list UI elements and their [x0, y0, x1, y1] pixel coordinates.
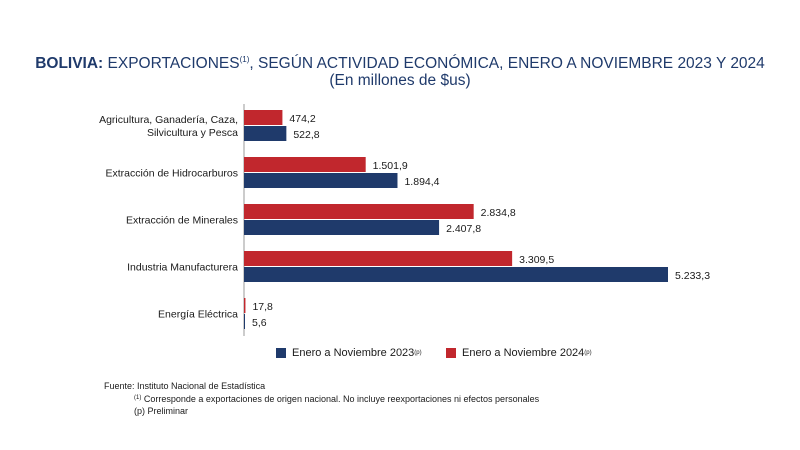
source-note: Fuente: Instituto Nacional de Estadístic… [104, 381, 266, 391]
category-label-0-0: Agricultura, Ganadería, Caza, [99, 114, 238, 126]
note-1-sup: (1) [134, 395, 142, 401]
data-label-2023-4: 5,6 [252, 317, 267, 329]
data-label-2023-0: 522,8 [293, 129, 319, 141]
data-label-2024-3: 3.309,5 [519, 254, 554, 266]
data-label-2024-2: 2.834,8 [481, 207, 516, 219]
category-label-2: Extracción de Minerales [126, 215, 238, 227]
data-label-2024-0: 474,2 [289, 113, 315, 125]
legend-swatch-2023 [276, 348, 286, 358]
category-label-1: Extracción de Hidrocarburos [106, 168, 238, 180]
footer-notes: Fuente: Instituto Nacional de Estadístic… [104, 380, 539, 417]
category-label-3: Industria Manufacturera [127, 262, 238, 274]
bar-2024-2 [244, 204, 474, 219]
legend-sup-2023: (p) [414, 350, 422, 356]
data-label-2024-4: 17,8 [252, 301, 273, 313]
legend-item-2024: Enero a Noviembre 2024 (p) [446, 347, 592, 359]
data-label-2023-1: 1.894,4 [404, 176, 439, 188]
bar-2023-3 [244, 267, 668, 282]
bar-2024-3 [244, 251, 513, 266]
category-label-4: Energía Eléctrica [158, 309, 238, 321]
note-1: (1) Corresponde a exportaciones de orige… [104, 392, 539, 405]
data-label-2023-3: 5.233,3 [675, 270, 710, 282]
bar-2023-2 [244, 220, 440, 235]
legend-swatch-2024 [446, 348, 456, 358]
data-label-2024-1: 1.501,9 [373, 160, 408, 172]
bar-2024-0 [244, 110, 283, 125]
note-1-text: Corresponde a exportaciones de origen na… [141, 394, 540, 404]
legend-label-2024: Enero a Noviembre 2024 [462, 347, 585, 359]
category-label-0-1: Silvicultura y Pesca [147, 127, 238, 139]
bar-2024-4 [244, 298, 246, 313]
bar-2023-0 [244, 126, 287, 141]
title-sup: (1) [239, 55, 250, 64]
legend-sup-2024: (p) [584, 350, 592, 356]
chart-subtitle: (En millones de $us) [329, 72, 471, 89]
legend-item-2023: Enero a Noviembre 2023 (p) [276, 347, 422, 359]
bar-2023-4 [244, 314, 245, 329]
title-bold: BOLIVIA: [35, 55, 104, 72]
note-2: (p) Preliminar [134, 406, 189, 416]
title-main: EXPORTACIONES [107, 55, 240, 72]
bar-2024-1 [244, 157, 366, 172]
chart-title: BOLIVIA: EXPORTACIONES(1), SEGÚN ACTIVID… [0, 50, 800, 74]
data-label-2023-2: 2.407,8 [446, 223, 481, 235]
legend-label-2023: Enero a Noviembre 2023 [292, 347, 415, 359]
title-rest: , SEGÚN ACTIVIDAD ECONÓMICA, ENERO A NOV… [249, 55, 765, 72]
bar-2023-1 [244, 173, 398, 188]
